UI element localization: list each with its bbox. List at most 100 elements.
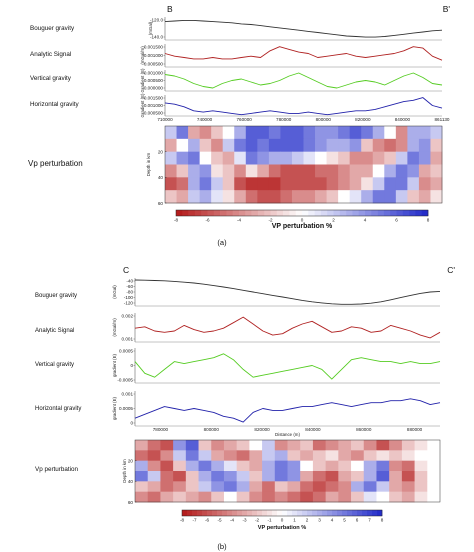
colorbar-swatch: [272, 510, 278, 516]
track-label: Analytic Signal: [30, 51, 71, 58]
heatmap-cell: [211, 471, 225, 482]
heatmap-cell: [211, 177, 224, 191]
heatmap-cell: [165, 126, 177, 140]
colorbar-swatch: [194, 210, 202, 216]
heatmap-cell: [401, 460, 415, 472]
heatmap-cell: [326, 177, 339, 191]
colorbar-swatch: [327, 510, 333, 516]
heatmap-cell: [338, 491, 352, 503]
track-horizontal-gravity: Horizontal gravity 0.001500 0.001000 0.0005…: [30, 93, 443, 117]
colorbar-swatch: [192, 510, 198, 516]
track-analytic-signal: Analytic Signal 0.001500 0.001000 0.000500(…: [30, 44, 443, 68]
heatmap-cell: [389, 481, 403, 493]
heatmap-cell: [338, 190, 351, 204]
heatmap-cell: [165, 177, 177, 191]
heatmap-cell: [173, 440, 187, 451]
heatmap-cell: [236, 450, 250, 462]
heatmap-cell: [291, 164, 304, 178]
colorbar-swatch: [282, 510, 288, 516]
colorbar-tick-label: 8: [427, 218, 430, 223]
x-axis: 780000 800000 820000 840000 860000 880000 Dist…: [153, 427, 423, 437]
heatmap-cell: [211, 440, 225, 451]
heatmap-cell: [268, 177, 281, 191]
y-axis-label: Gradient (E): [140, 93, 145, 117]
y-axis-label: gradient (E): [112, 396, 117, 419]
heatmap-cell: [185, 481, 199, 493]
series-line: [134, 398, 441, 423]
heatmap-cell: [185, 471, 199, 482]
colorbar-tick-label: 4: [364, 218, 367, 223]
colorbar-swatch: [390, 210, 397, 216]
heatmap-cell: [211, 481, 225, 493]
colorbar-swatch: [245, 210, 252, 216]
heatmap-cell: [361, 138, 374, 153]
colorbar-swatch: [377, 510, 383, 516]
colorbar-swatch: [362, 510, 368, 516]
y-tick-label: 0: [130, 421, 133, 426]
heatmap: Vp perturbation 20 40 60 Depth in km: [35, 439, 441, 505]
heatmap-cell: [222, 151, 235, 165]
heatmap-cell: [135, 471, 149, 482]
y-tick-label: 0.000500: [144, 111, 164, 116]
heatmap-cell: [315, 126, 327, 140]
y-axis-label: (mGal/m): [140, 46, 145, 65]
heatmap-cell: [176, 138, 189, 153]
colorbar-swatch: [302, 510, 308, 516]
heatmap-cell: [280, 126, 293, 140]
colorbar: -8 -6 -4 -2 0 2 4 6 8 VP perturbation %: [174, 209, 430, 230]
heatmap-cell: [315, 151, 327, 165]
heatmap-cell: [234, 151, 247, 165]
heatmap-cell: [268, 164, 281, 178]
y-tick-label: -140.0: [150, 35, 163, 40]
y-tick-label: 0.001500: [144, 96, 164, 101]
heatmap-cell: [257, 151, 270, 165]
colorbar-swatch: [207, 510, 213, 516]
colorbar-swatch: [333, 210, 341, 216]
heatmap-cell: [427, 460, 441, 472]
heatmap-cell: [407, 138, 420, 153]
series-line: [134, 279, 441, 305]
heatmap-cell: [234, 138, 247, 153]
colorbar-swatch: [257, 210, 265, 216]
colorbar-swatch: [257, 510, 263, 516]
heatmap-cell: [160, 481, 174, 493]
depth-tick-label: 20: [158, 149, 164, 154]
heatmap-cell: [147, 491, 161, 503]
colorbar-tick-label: -7: [192, 518, 197, 523]
heatmap-cell: [268, 126, 281, 140]
heatmap-cell: [351, 471, 365, 482]
panel-caption: (b): [217, 542, 227, 551]
heatmap-cell: [363, 471, 377, 482]
heatmap-cell: [160, 440, 174, 451]
x-tick-label: 740000: [197, 117, 213, 122]
y-tick-label: 0.001000: [144, 53, 164, 58]
colorbar-tick-label: -1: [267, 518, 272, 523]
colorbar-swatch: [383, 210, 391, 216]
series-line: [134, 316, 441, 339]
colorbar-swatch: [371, 210, 378, 216]
heatmap-cell: [160, 460, 174, 472]
x-tick-label: 760000: [236, 117, 252, 122]
colorbar-swatch: [239, 210, 246, 216]
heatmap-cell: [300, 491, 314, 503]
depth-tick-label: 60: [158, 201, 164, 206]
heatmap-cell: [257, 138, 270, 153]
heatmap-cell: [165, 138, 177, 153]
heatmap-label: Vp perturbation: [28, 159, 83, 168]
colorbar-tick-label: 6: [395, 218, 398, 223]
heatmap-frame: [164, 125, 443, 204]
x-tick-label: 860000: [356, 427, 372, 432]
heatmap-cell: [236, 471, 250, 482]
heatmap-cell: [338, 450, 352, 462]
colorbar-tick-label: -4: [230, 518, 235, 523]
heatmap-cell: [376, 450, 390, 462]
depth-tick-label: 40: [158, 175, 164, 180]
y-tick-label: -120: [124, 301, 134, 306]
heatmap-cell: [401, 450, 415, 462]
track-label: Analytic Signal: [35, 328, 74, 334]
heatmap-cell: [401, 471, 415, 482]
heatmap-cell: [198, 460, 212, 472]
colorbar-tick-label: -2: [268, 218, 273, 223]
heatmap-cell: [173, 481, 187, 493]
